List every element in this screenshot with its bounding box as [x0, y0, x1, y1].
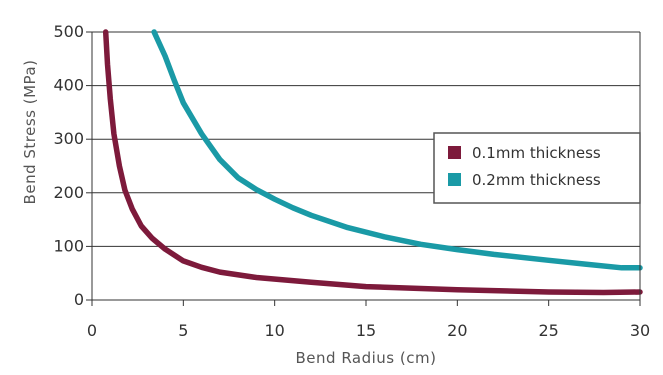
x-tick-label-10: 10 — [264, 321, 284, 340]
legend-label-0.1mm: 0.1mm thickness — [472, 144, 601, 162]
legend: 0.1mm thickness 0.2mm thickness — [433, 132, 641, 204]
y-tick-label-200: 200 — [53, 183, 84, 202]
y-tick-label-500: 500 — [53, 22, 84, 41]
legend-swatch-0.1mm — [448, 146, 461, 159]
x-axis-ticks: 0 5 10 15 20 25 30 — [87, 300, 650, 340]
x-tick-label-0: 0 — [87, 321, 97, 340]
series-lines — [102, 29, 643, 296]
x-tick-label-25: 25 — [538, 321, 558, 340]
y-tick-label-400: 400 — [53, 76, 84, 95]
x-axis-title: Bend Radius (cm) — [296, 349, 437, 367]
series-line-0.2mm — [151, 29, 643, 271]
y-tick-label-100: 100 — [53, 236, 84, 255]
legend-label-0.2mm: 0.2mm thickness — [472, 171, 601, 189]
x-tick-label-20: 20 — [447, 321, 467, 340]
y-tick-label-0: 0 — [74, 290, 84, 309]
x-tick-label-15: 15 — [356, 321, 376, 340]
series-line-0.1mm — [102, 29, 643, 296]
x-tick-label-5: 5 — [178, 321, 188, 340]
y-axis-ticks: 0 100 200 300 400 500 — [53, 22, 92, 309]
x-tick-label-30: 30 — [630, 321, 650, 340]
legend-box — [433, 132, 641, 204]
y-axis-title: Bend Stress (MPa) — [21, 60, 39, 205]
y-tick-label-300: 300 — [53, 129, 84, 148]
legend-swatch-0.2mm — [448, 173, 461, 186]
